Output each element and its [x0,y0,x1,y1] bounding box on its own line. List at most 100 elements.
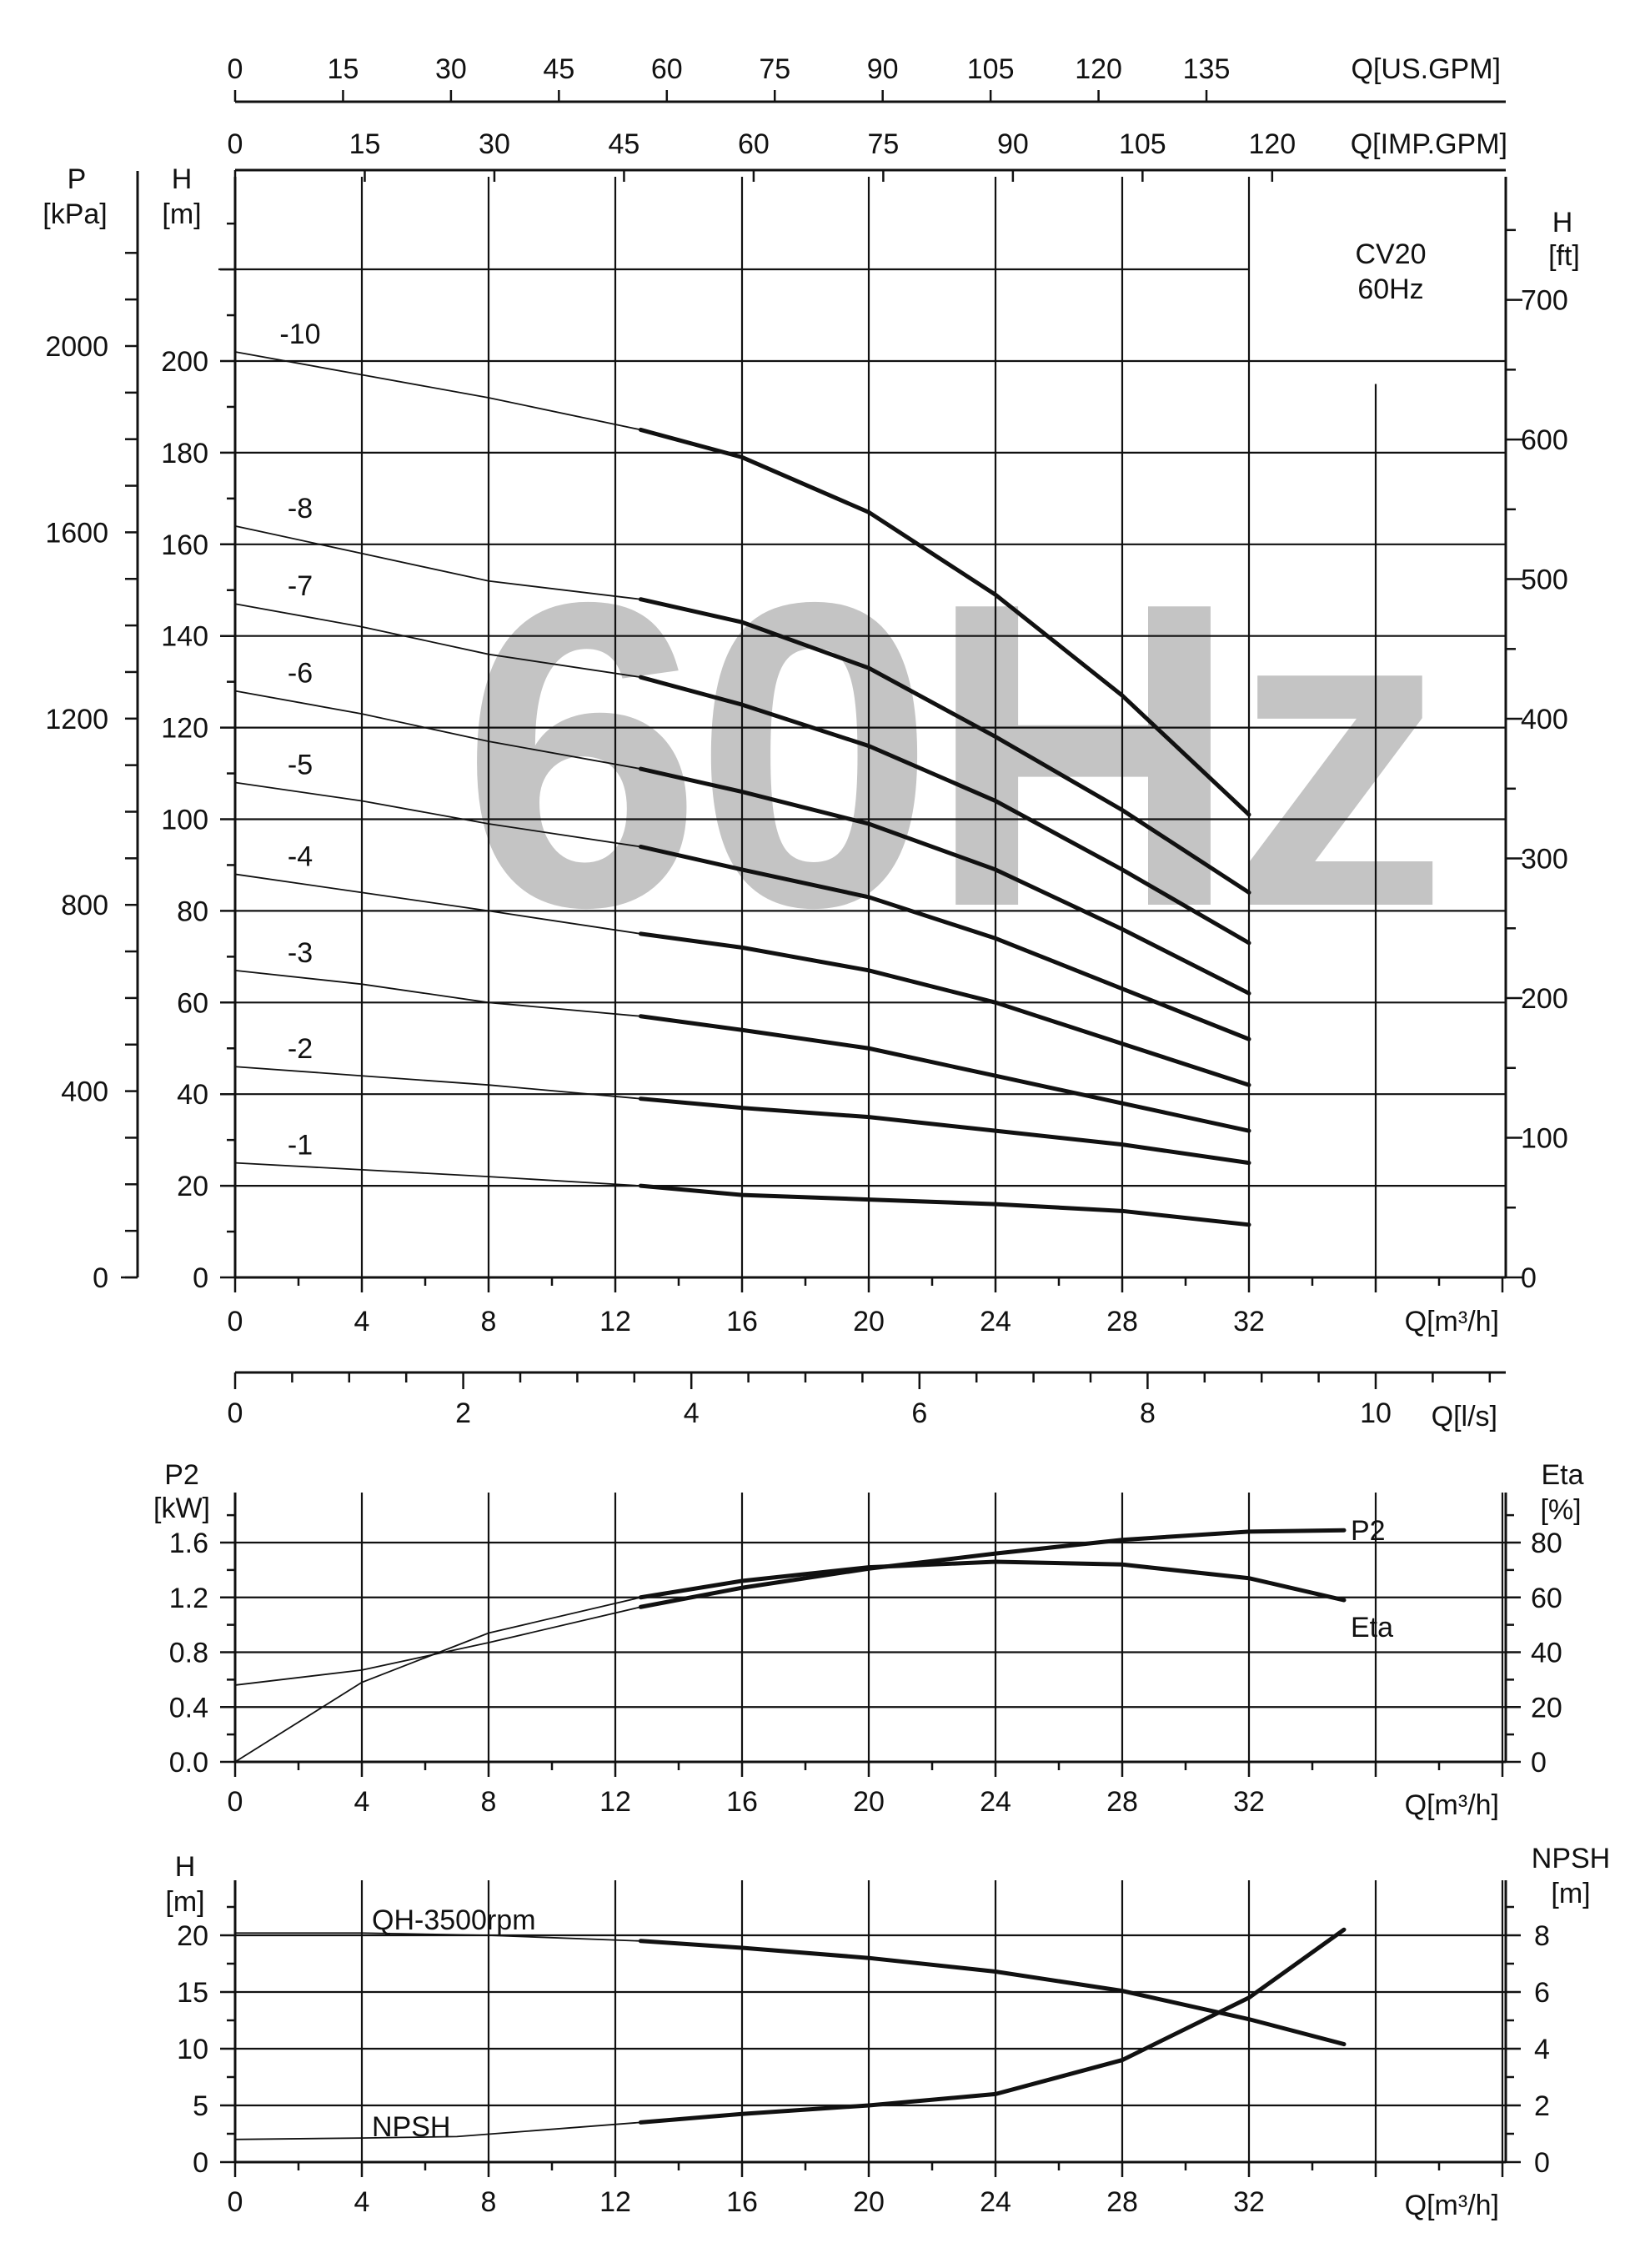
ls-tick-label: 8 [1140,1397,1156,1429]
p2-tick-label: 0.0 [169,1747,208,1779]
pressure-tick-label: 2000 [45,331,108,363]
npsh-axis-unit: [m] [1551,1878,1590,1909]
usgpm-tick-label: 45 [543,53,574,85]
curve-stage-1-extended [234,1162,641,1187]
curve-label: P2 [1351,1515,1386,1547]
curve-stage-10-extended [234,351,641,431]
curve-stage-7-extended [234,603,641,679]
ft-tick-label: 200 [1521,983,1568,1015]
curve-stage-8 [638,597,1251,895]
usgpm-tick-label: 0 [228,53,243,85]
curve-label: -4 [288,840,313,872]
ls-tick-label: 2 [455,1397,471,1429]
x-tick-label: 28 [1106,1306,1138,1337]
curve-stage-10 [638,427,1251,817]
x-tick-label: 4 [354,1306,370,1337]
top-flow-axes: 0 15 30 45 60 75 90 105 120 135 Q[US.GPM] 0 15 30 45 60… [228,53,1507,182]
ft-tick-label: 400 [1521,704,1568,735]
pressure-tick-label: 1200 [45,704,108,735]
ft-axis-unit: [ft] [1548,240,1580,272]
x-tick-label: 8 [481,1306,497,1337]
ft-tick-label: 700 [1521,285,1568,317]
head-tick-label: 200 [161,346,208,378]
x-tick-label: 24 [980,1786,1011,1818]
npsh-tick-label: 8 [1534,1920,1550,1952]
impgpm-tick-label: 90 [997,128,1029,160]
curve-eta [638,1559,1347,1603]
impgpm-axis-label: Q[IMP.GPM] [1351,128,1507,160]
impgpm-tick-label: 60 [738,128,770,160]
curve-label: QH-3500rpm [372,1904,536,1936]
curve-label: -3 [288,937,313,969]
curve-stage-4-extended [234,873,641,935]
head-tick-label: 120 [161,713,208,745]
eta-tick-label: 60 [1531,1583,1562,1614]
curve-stage-2-extended [234,1066,641,1100]
head-axis-unit: [m] [162,198,201,230]
usgpm-tick-label: 15 [328,53,359,85]
eta-tick-label: 80 [1531,1528,1562,1559]
ft-tick-label: 500 [1521,564,1568,596]
curve-label: -8 [288,493,313,524]
ls-tick-label: 4 [684,1397,700,1429]
x-tick-label: 4 [354,2186,370,2218]
curve-eta-extended [234,1596,641,1763]
h-tick-label: 10 [177,2034,208,2065]
usgpm-axis-label: Q[US.GPM] [1352,53,1501,85]
eta-axis-title: Eta [1541,1459,1583,1491]
ls-tick-label: 10 [1360,1397,1392,1429]
impgpm-tick-label: 75 [867,128,899,160]
x-tick-label: 32 [1233,1786,1265,1818]
p2-tick-label: 0.4 [169,1692,208,1724]
x-tick-label: 24 [980,1306,1011,1337]
head-tick-label: 100 [161,805,208,836]
curve-stage-6-extended [234,690,641,770]
usgpm-tick-label: 90 [867,53,899,85]
curve-stage-1 [638,1183,1251,1227]
curve-stage-3 [638,1014,1251,1133]
x-tick-label: 16 [726,1786,758,1818]
curve-label: -2 [288,1033,313,1065]
eta-tick-label: 0 [1531,1747,1547,1779]
x-axis-label: Q[m³/h] [1405,1789,1499,1821]
usgpm-tick-label: 60 [651,53,683,85]
head-flow-panel: 0204060801001201401601802000400800120016… [43,163,1580,1433]
p2-axis-title: P2 [164,1459,199,1491]
ft-tick-label: 0 [1521,1262,1537,1294]
head-tick-label: 80 [177,896,208,927]
eta-tick-label: 40 [1531,1638,1562,1669]
x-axis-label: Q[m³/h] [1405,1306,1499,1337]
h-tick-label: 20 [177,1920,208,1952]
head-tick-label: 0 [193,1262,208,1294]
npsh-tick-label: 6 [1534,1977,1550,2009]
head-axis-title: H [172,163,193,195]
watermark-layer: 60Hz [461,513,1448,997]
curve-label: NPSH [372,2111,450,2143]
curve-label: -6 [288,658,313,690]
h-axis-title: H [175,1851,196,1883]
impgpm-tick-label: 30 [479,128,510,160]
impgpm-tick-label: 120 [1248,128,1296,160]
x-tick-label: 28 [1106,2186,1138,2218]
p2-tick-label: 1.6 [169,1528,208,1559]
x-tick-label: 20 [853,1306,885,1337]
h-tick-label: 5 [193,2090,208,2122]
usgpm-tick-label: 135 [1183,53,1231,85]
curve-npsh [638,1927,1347,2125]
h-axis-unit: [m] [165,1886,204,1918]
ls-axis-label: Q[l/s] [1432,1401,1497,1433]
usgpm-tick-label: 105 [967,53,1015,85]
head-tick-label: 160 [161,529,208,561]
ft-tick-label: 300 [1521,844,1568,876]
p2-tick-label: 0.8 [169,1638,208,1669]
x-tick-label: 16 [726,1306,758,1337]
x-tick-label: 28 [1106,1786,1138,1818]
x-tick-label: 8 [481,2186,497,2218]
impgpm-tick-label: 105 [1119,128,1166,160]
curve-qh-extended [235,1932,641,1942]
curve-label: -1 [288,1130,313,1162]
head-tick-label: 140 [161,621,208,653]
npsh-axis-title: NPSH [1532,1843,1610,1874]
ls-tick-label: 6 [911,1397,927,1429]
